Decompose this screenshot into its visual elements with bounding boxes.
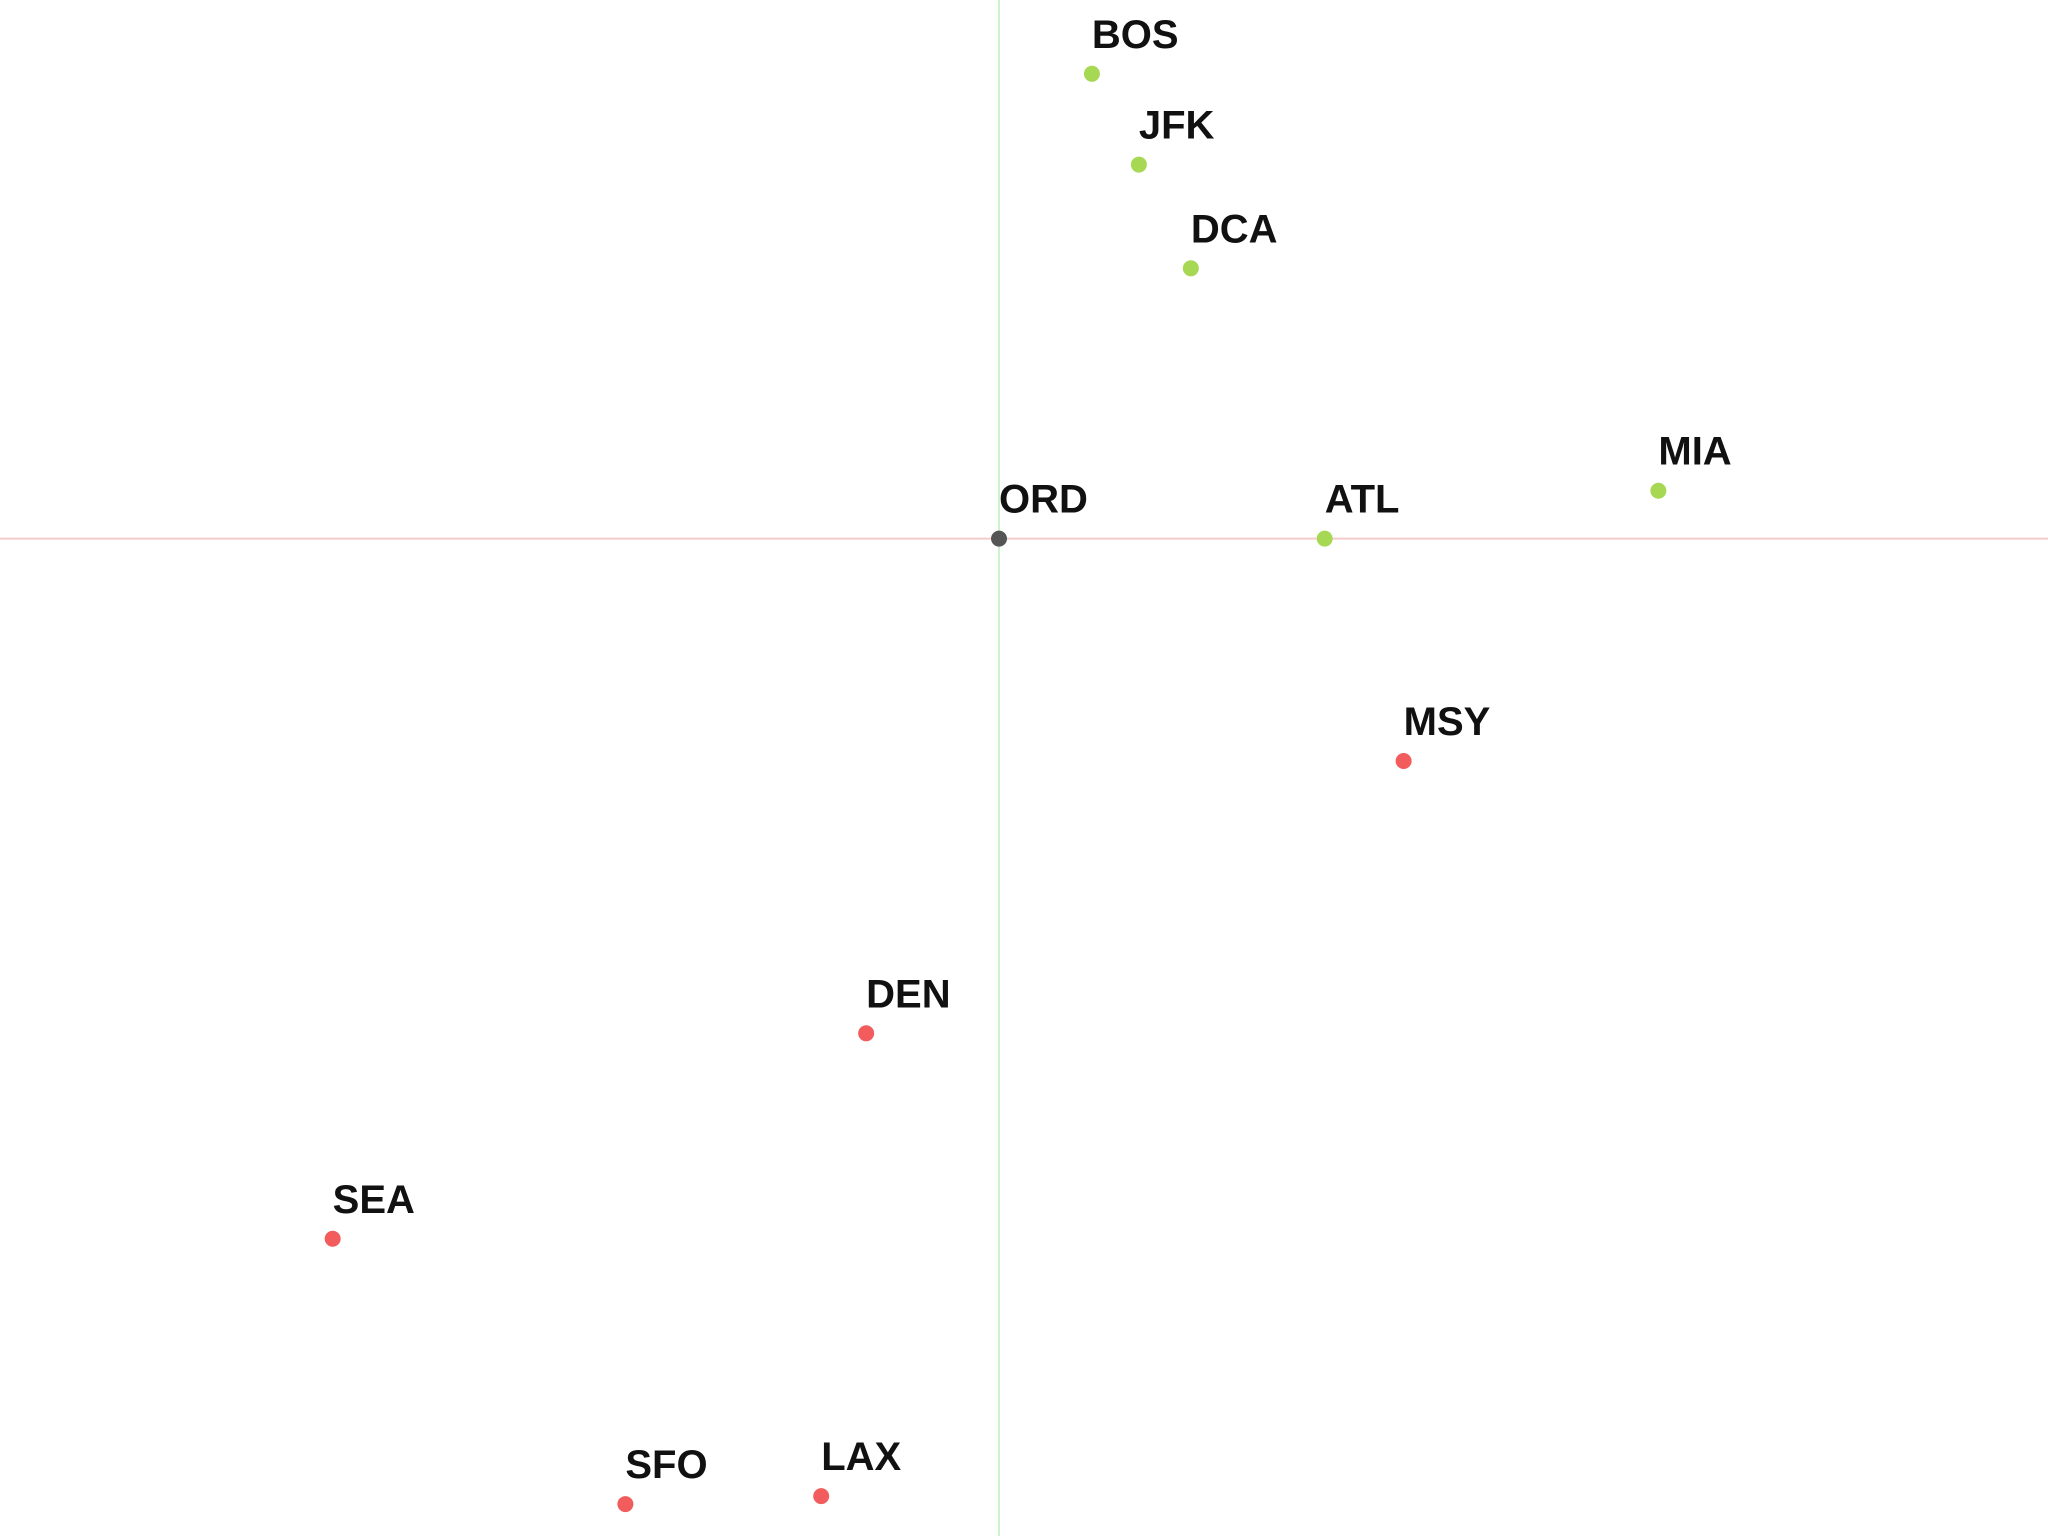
point-ord (991, 530, 1008, 547)
point-label-jfk: JFK (1139, 104, 1215, 148)
point-den (858, 1025, 875, 1042)
point-sea (324, 1230, 341, 1247)
point-label-sea: SEA (333, 1178, 415, 1222)
point-label-lax: LAX (821, 1435, 901, 1479)
point-sfo (617, 1496, 634, 1513)
point-jfk (1130, 156, 1147, 173)
point-mia (1650, 482, 1667, 499)
point-label-dca: DCA (1191, 207, 1278, 251)
point-label-den: DEN (866, 972, 950, 1016)
point-label-atl: ATL (1325, 478, 1400, 522)
point-msy (1395, 753, 1412, 770)
point-label-ord: ORD (999, 478, 1088, 522)
point-lax (813, 1488, 830, 1505)
point-label-bos: BOS (1092, 13, 1179, 57)
point-label-msy: MSY (1404, 700, 1491, 744)
point-atl (1316, 530, 1333, 547)
point-label-sfo: SFO (625, 1443, 707, 1487)
point-dca (1182, 260, 1199, 277)
points-layer: BOS JFK DCA MIA ORD ATL MSY DEN SEA SFO LAX (324, 13, 1732, 1513)
point-label-mia: MIA (1658, 430, 1731, 474)
point-bos (1083, 65, 1100, 82)
